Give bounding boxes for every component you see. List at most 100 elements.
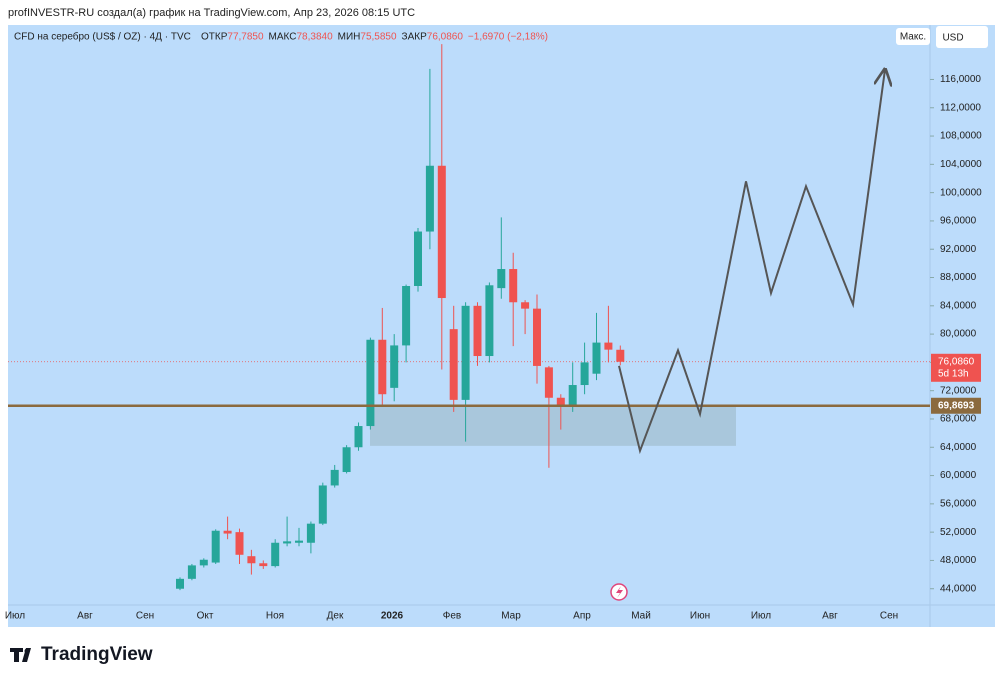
x-tick-label: Сен <box>880 611 898 622</box>
x-tick-label: Дек <box>327 611 344 622</box>
candle-body <box>604 342 613 350</box>
candle-body <box>414 231 422 286</box>
legend-label: ЗАКР <box>402 32 428 43</box>
candle-body <box>378 339 387 395</box>
y-tick-label: 48,0000 <box>940 555 977 566</box>
candle-body <box>354 426 363 448</box>
candle-body <box>568 385 577 407</box>
candle-body <box>295 540 303 543</box>
x-tick-label: Мар <box>501 611 521 622</box>
candle-body <box>235 532 244 555</box>
candle-body <box>402 286 411 346</box>
chart-background <box>8 25 995 627</box>
candle-body <box>521 302 530 309</box>
x-tick-label: Авг <box>77 611 93 622</box>
y-tick-label: 112,0000 <box>940 102 981 113</box>
x-tick-label: Июл <box>751 611 771 622</box>
legend-value: 75,5850 <box>360 32 397 43</box>
candle-body <box>556 397 565 407</box>
candle-body <box>187 565 196 579</box>
candle-body <box>592 342 601 374</box>
legend-value: 78,3840 <box>296 32 333 43</box>
candle-body <box>283 541 292 544</box>
current-price-label: 76,0860 <box>938 356 975 367</box>
y-tick-label: 108,0000 <box>940 131 982 142</box>
x-tick-label: 2026 <box>381 611 404 622</box>
y-tick-label: 96,0000 <box>940 216 977 227</box>
legend-label: ОТКР <box>201 32 228 43</box>
candle-body <box>390 345 399 388</box>
lightning-icon[interactable] <box>610 583 628 601</box>
candle-body <box>211 530 220 563</box>
candle-body <box>259 563 268 567</box>
x-tick-label: Ноя <box>266 611 284 622</box>
scale-button[interactable] <box>896 28 930 45</box>
legend-value: 77,7850 <box>227 32 264 43</box>
y-tick-label: 68,0000 <box>940 414 977 425</box>
candle-body <box>509 269 518 303</box>
candle-body <box>318 485 327 524</box>
y-tick-label: 52,0000 <box>940 527 977 538</box>
candle-body <box>497 269 506 289</box>
x-tick-label: Окт <box>197 611 214 622</box>
candle-body <box>544 367 553 398</box>
x-tick-label: Авг <box>822 611 838 622</box>
attribution: profINVESTR-RU создал(а) график на Tradi… <box>8 7 415 19</box>
candle-body <box>176 578 184 589</box>
y-tick-label: 64,0000 <box>940 442 977 453</box>
x-tick-label: Июн <box>690 611 710 622</box>
y-tick-label: 116,0000 <box>940 74 981 85</box>
countdown-label: 5d 13h <box>938 368 969 379</box>
support-zone <box>370 406 736 446</box>
logo-text: TradingView <box>41 644 153 665</box>
candle-body <box>425 165 434 232</box>
y-tick-label: 88,0000 <box>940 272 977 283</box>
y-tick-label: 56,0000 <box>940 498 977 509</box>
x-tick-label: Июл <box>5 611 25 622</box>
level-label: 69,8693 <box>938 400 975 411</box>
candle-body <box>330 469 339 486</box>
candle-body <box>473 305 482 357</box>
candle-body <box>533 308 541 366</box>
candle-body <box>461 305 470 400</box>
candle-body <box>199 559 208 566</box>
x-tick-label: Май <box>631 611 651 622</box>
projection-path <box>618 70 885 455</box>
candle-body <box>580 362 589 386</box>
candle-body <box>366 339 375 427</box>
candle-body <box>247 556 256 564</box>
y-tick-label: 104,0000 <box>940 159 982 170</box>
currency-button[interactable] <box>936 26 988 48</box>
candle-body <box>437 165 446 299</box>
candle-body <box>306 523 315 543</box>
x-tick-label: Фев <box>443 611 461 622</box>
ohlc-legend: ОТКР 77,7850 МАКС 78,3840 МИН 75,5850 ЗАКР 76,0… <box>201 32 548 43</box>
candle-body <box>616 349 625 362</box>
currency-button-label: USD <box>942 33 963 44</box>
y-tick-label: 84,0000 <box>940 300 977 311</box>
legend-label: МИН <box>338 32 361 43</box>
candle-body <box>485 285 494 357</box>
legend-label: МАКС <box>269 32 297 43</box>
candle-body <box>271 542 280 567</box>
y-tick-label: 80,0000 <box>940 329 977 340</box>
candle-body <box>342 447 351 473</box>
current-price-tag <box>931 353 981 382</box>
y-tick-label: 44,0000 <box>940 583 977 594</box>
y-tick-label: 72,0000 <box>940 385 977 396</box>
y-tick-label: 92,0000 <box>940 244 977 255</box>
scale-button-label: Макс. <box>900 32 926 43</box>
x-tick-label: Сен <box>136 611 154 622</box>
candle-body <box>223 530 232 534</box>
level-tag <box>931 397 981 414</box>
x-tick-label: Апр <box>573 611 591 622</box>
y-tick-label: 60,0000 <box>940 470 977 481</box>
symbol: CFD на серебро (US$ / OZ) · 4Д · TVC <box>14 31 191 43</box>
legend-value: 76,0860 <box>427 32 464 43</box>
tradingview-logo <box>10 648 31 662</box>
plot-area <box>8 44 930 591</box>
legend-change: −1,6970 (−2,18%) <box>468 32 548 43</box>
candle-body <box>449 329 458 400</box>
